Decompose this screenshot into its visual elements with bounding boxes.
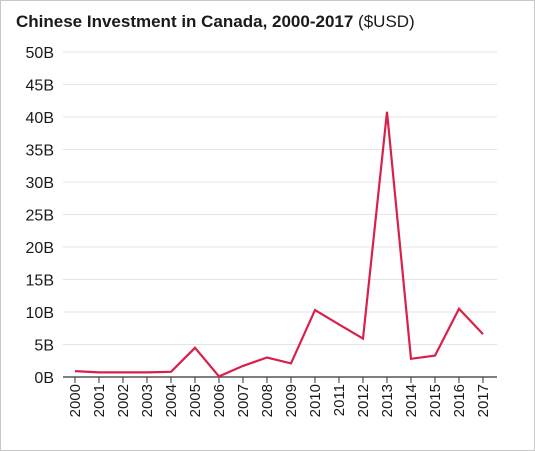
y-tick-label: 30B xyxy=(26,175,54,192)
x-tick-label: 2011 xyxy=(331,384,348,416)
x-tick-label: 2001 xyxy=(91,384,108,417)
y-tick-label: 50B xyxy=(26,45,54,62)
x-tick-label: 2000 xyxy=(67,384,84,417)
axes xyxy=(63,376,497,383)
y-tick-label: 5B xyxy=(34,338,54,355)
gridlines xyxy=(63,51,497,345)
x-tick-labels: 2000 2001 2002 2003 2004 2005 2006 2007 2008 2009… xyxy=(67,384,492,417)
x-tick-label: 2014 xyxy=(403,384,420,417)
y-tick-label: 35B xyxy=(26,143,54,160)
x-tick-label: 2017 xyxy=(475,384,492,417)
chart-title-unit: ($USD) xyxy=(358,12,415,31)
y-tick-label: 40B xyxy=(26,110,54,127)
series-line xyxy=(74,111,484,378)
y-tick-label: 20B xyxy=(26,240,54,257)
y-tick-labels: 0B 5B 10B 15B 20B 25B 30B 35B 40B 45B 50B xyxy=(26,45,54,387)
x-tick-label: 2009 xyxy=(283,384,300,417)
y-tick-label: 25B xyxy=(26,208,54,225)
chart-title-text: Chinese Investment in Canada, 2000-2017 xyxy=(16,12,354,31)
chart-title: Chinese Investment in Canada, 2000-2017 … xyxy=(16,12,415,32)
x-tick-label: 2004 xyxy=(163,384,180,417)
y-tick-label: 10B xyxy=(26,305,54,322)
y-tick-label: 15B xyxy=(26,273,54,290)
x-tick-label: 2005 xyxy=(187,384,204,417)
y-tick-label: 0B xyxy=(34,370,54,387)
x-tick-label: 2008 xyxy=(259,384,276,417)
x-tick-label: 2003 xyxy=(139,384,156,417)
x-tick-label: 2016 xyxy=(451,384,468,417)
x-tick-label: 2002 xyxy=(115,384,132,417)
x-tick-label: 2006 xyxy=(211,384,228,417)
x-tick-label: 2012 xyxy=(355,384,372,417)
x-tick-label: 2013 xyxy=(379,384,396,417)
x-tick-label: 2007 xyxy=(235,384,252,417)
series-layer xyxy=(74,111,484,378)
x-tick-label: 2015 xyxy=(427,384,444,417)
y-tick-label: 45B xyxy=(26,78,54,95)
x-tick-label: 2010 xyxy=(307,384,324,417)
